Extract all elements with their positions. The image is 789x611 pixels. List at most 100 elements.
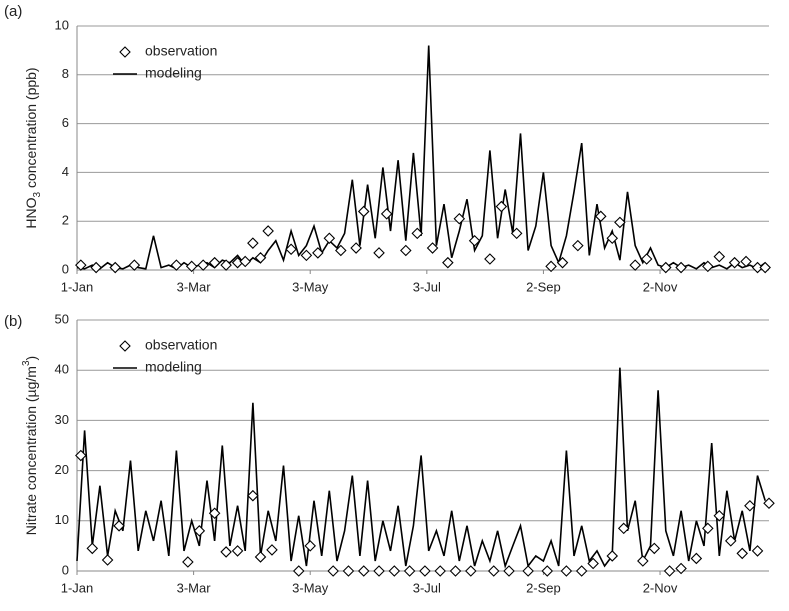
observation-marker	[411, 227, 424, 240]
observation-marker	[759, 261, 771, 274]
observation-marker	[262, 225, 274, 237]
y-tick-label: 4	[62, 164, 69, 179]
legend-label: observation	[145, 337, 217, 353]
legend-label: modeling	[145, 359, 202, 375]
observation-marker	[763, 497, 775, 510]
y-axis-label-part: Nitrate concentration (µg/m	[23, 366, 39, 535]
observation-marker	[342, 565, 355, 577]
observation-marker	[380, 208, 393, 220]
observation-marker	[403, 565, 416, 577]
observation-marker	[193, 525, 206, 537]
observation-marker	[744, 499, 756, 512]
observation-marker	[713, 510, 726, 522]
observation-marker	[465, 565, 477, 577]
observation-marker	[182, 556, 194, 568]
y-tick-label: 0	[62, 562, 69, 577]
observation-marker	[323, 232, 336, 245]
observation-marker	[304, 540, 316, 552]
observation-marker	[300, 249, 313, 262]
y-tick-label: 40	[55, 362, 69, 377]
observation-marker	[197, 259, 209, 271]
observation-marker	[388, 565, 401, 577]
observation-marker	[231, 545, 244, 557]
observation-marker	[484, 253, 496, 265]
observation-marker	[575, 565, 588, 577]
y-tick-label: 50	[55, 311, 69, 326]
x-tick-label: 2-Sep	[526, 279, 561, 294]
panel-label: (a)	[4, 3, 22, 20]
observation-marker	[449, 565, 462, 577]
x-tick-label: 1-Jan	[61, 580, 94, 595]
observation-marker	[736, 547, 749, 560]
observation-marker	[468, 234, 481, 247]
observation-marker	[285, 243, 297, 256]
y-axis-label-part: concentration (ppb)	[23, 67, 39, 192]
observation-marker	[663, 565, 676, 577]
observation-marker	[254, 551, 267, 563]
observation-marker	[503, 565, 515, 577]
panel-label: (b)	[4, 313, 22, 330]
model-line	[76, 367, 766, 569]
y-tick-label: 30	[55, 412, 69, 427]
observation-marker	[545, 260, 557, 273]
observation-marker	[606, 232, 619, 245]
observation-marker	[220, 546, 232, 558]
observation-marker	[185, 260, 198, 273]
observation-marker	[208, 507, 221, 520]
observation-marker	[86, 542, 99, 555]
y-axis-label: Nitrate concentration (µg/m3)	[21, 356, 39, 535]
observation-marker	[312, 247, 324, 259]
x-tick-label: 3-May	[292, 279, 329, 294]
observation-marker	[572, 239, 584, 252]
y-tick-label: 2	[62, 213, 69, 228]
x-tick-label: 1-Jan	[61, 279, 94, 294]
observation-marker	[629, 259, 641, 271]
observation-marker	[109, 261, 122, 274]
x-tick-label: 3-May	[292, 580, 329, 595]
observation-marker	[541, 565, 554, 577]
observation-marker	[453, 212, 466, 225]
y-tick-label: 0	[62, 261, 69, 276]
observation-marker	[426, 242, 439, 254]
x-tick-label: 3-Mar	[177, 279, 212, 294]
observation-marker	[400, 244, 412, 257]
observation-marker	[751, 545, 764, 557]
observation-marker	[728, 256, 741, 269]
observation-marker	[113, 520, 125, 532]
observation-marker	[75, 449, 87, 462]
y-axis-label-part: )	[23, 356, 39, 361]
legend-marker	[119, 46, 131, 58]
observation-marker	[675, 562, 687, 575]
observation-marker	[90, 261, 102, 274]
x-tick-label: 2-Nov	[643, 580, 678, 595]
observation-marker	[442, 256, 454, 269]
observation-marker	[254, 252, 267, 264]
observation-marker	[357, 565, 370, 577]
y-axis-label-part: HNO	[23, 197, 39, 228]
observation-marker	[357, 205, 370, 218]
x-tick-label: 3-Jul	[413, 580, 441, 595]
observation-marker	[713, 250, 726, 263]
observation-marker	[128, 259, 141, 271]
observation-marker	[247, 237, 259, 249]
observation-marker	[350, 242, 362, 254]
observation-marker	[373, 247, 385, 259]
observation-marker	[75, 259, 87, 271]
x-tick-label: 2-Sep	[526, 580, 561, 595]
y-axis-label: HNO3 concentration (ppb)	[23, 67, 43, 228]
legend-marker	[119, 340, 131, 352]
observation-marker	[640, 253, 653, 265]
y-tick-label: 6	[62, 115, 69, 130]
observation-marker	[595, 210, 607, 223]
observation-marker	[327, 565, 339, 577]
observation-marker	[617, 522, 630, 535]
observation-marker	[101, 554, 114, 566]
x-tick-label: 2-Nov	[643, 279, 678, 294]
observation-marker	[751, 261, 764, 274]
x-tick-label: 3-Jul	[413, 279, 441, 294]
observation-marker	[522, 565, 534, 577]
observation-marker	[335, 244, 347, 257]
observation-marker	[690, 552, 703, 565]
y-tick-label: 8	[62, 66, 69, 81]
